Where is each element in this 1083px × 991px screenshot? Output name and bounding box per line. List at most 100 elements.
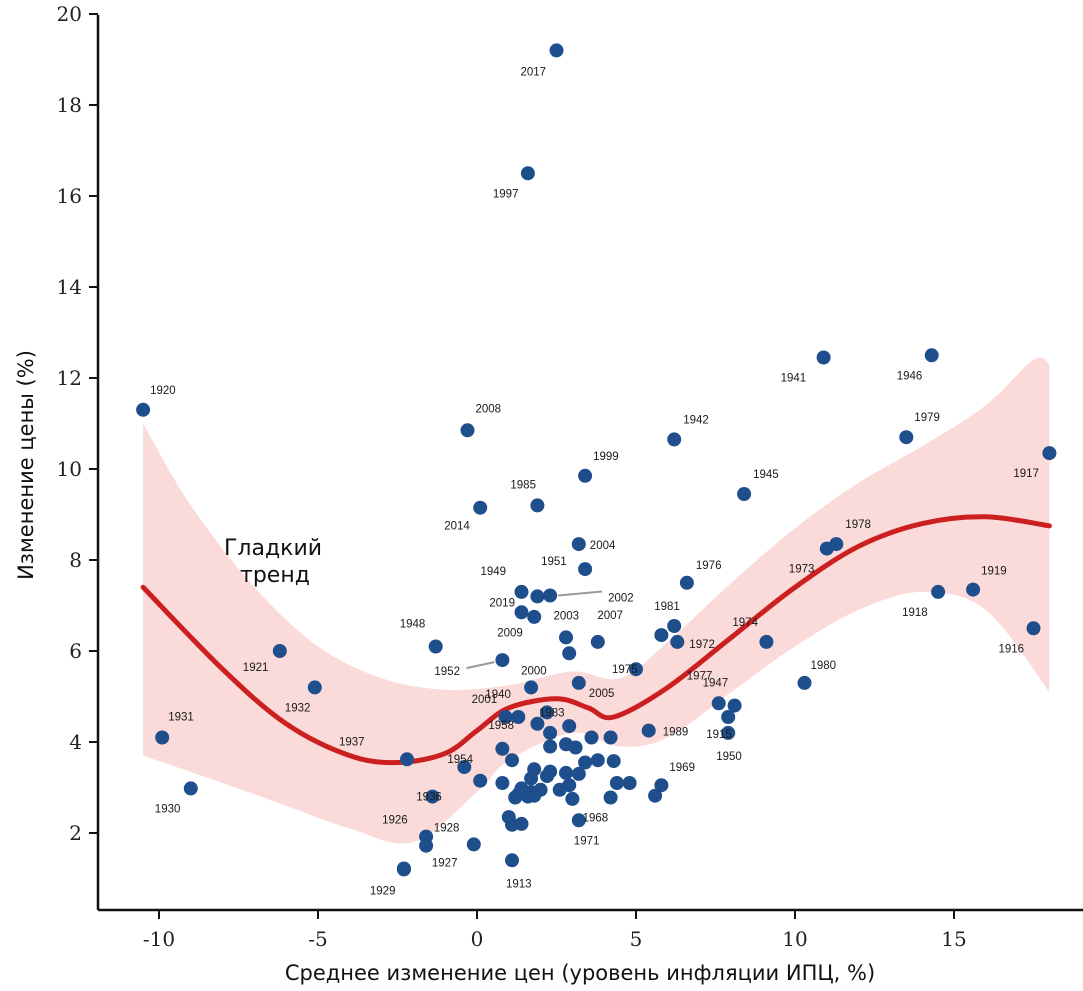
data-point-unlabeled-87 (508, 790, 523, 805)
data-point-1945 (737, 487, 752, 501)
point-label-1926: 1926 (382, 815, 408, 827)
axes-layer: 2 4 6 8 10 12 14 16 18 20 -10 -5 0 5 10 15 (57, 2, 1083, 951)
point-label-1973: 1973 (789, 564, 815, 576)
data-point-unlabeled-69 (540, 769, 554, 784)
data-point-1937 (400, 752, 414, 767)
point-label-2002: 2002 (608, 593, 634, 605)
point-label-1913: 1913 (506, 878, 532, 890)
data-point-unlabeled-51 (543, 725, 558, 740)
leader-line-1952 (466, 661, 495, 670)
point-label-2019: 2019 (489, 597, 515, 609)
point-label-1928: 1928 (434, 822, 460, 834)
data-point-1974 (759, 634, 774, 649)
x-tick-label-5: 5 (630, 927, 643, 951)
data-point-unlabeled-80 (552, 782, 567, 797)
point-label-1942: 1942 (683, 414, 709, 426)
point-label-1950: 1950 (716, 751, 742, 763)
point-label-1949: 1949 (481, 566, 507, 578)
data-point-1928 (466, 837, 481, 852)
point-labels-layer: 2017 1997 1941 1946 1920 2008 1942 1979 1917 1999… (150, 66, 1039, 897)
x-tick-label--5: -5 (308, 927, 327, 951)
x-tick-label-15: 15 (941, 927, 966, 951)
data-point-1942 (667, 432, 682, 447)
data-point-1950 (721, 725, 736, 740)
y-axis-title: Изменение цены (%) (14, 350, 38, 580)
point-label-1951: 1951 (541, 556, 567, 568)
data-point-1971 (571, 813, 586, 828)
point-label-1920: 1920 (150, 385, 176, 397)
data-point-1999 (578, 468, 593, 483)
point-label-1981: 1981 (654, 601, 680, 613)
data-point-unlabeled-56 (543, 739, 558, 754)
data-point-1913 (505, 853, 519, 868)
data-point-1915 (721, 710, 736, 724)
data-point-1929 (396, 862, 411, 877)
data-point-1921 (272, 644, 287, 658)
data-point-unlabeled-48 (562, 719, 577, 734)
point-label-1919: 1919 (981, 566, 1007, 578)
leader-line-2002 (558, 590, 603, 597)
data-point-unlabeled-61 (590, 753, 605, 768)
data-point-1932 (307, 680, 322, 695)
data-point-unlabeled-74 (622, 776, 637, 790)
point-label-1930: 1930 (155, 803, 181, 815)
point-label-1978: 1978 (845, 519, 871, 531)
data-point-1997 (520, 166, 535, 181)
data-point-unlabeled-52 (584, 730, 599, 745)
point-label-1932: 1932 (285, 702, 311, 714)
point-label-1917: 1917 (1013, 468, 1039, 480)
point-label-1937: 1937 (339, 736, 365, 748)
point-label-1972: 1972 (689, 639, 715, 651)
point-label-1983: 1983 (539, 707, 565, 719)
data-point-1931 (155, 730, 170, 745)
data-point-2017 (549, 43, 564, 58)
point-label-1971: 1971 (574, 835, 600, 847)
data-point-1968 (603, 790, 618, 805)
data-point-1989 (641, 723, 656, 738)
point-label-1936: 1936 (416, 792, 442, 804)
data-point-unlabeled-63 (578, 755, 593, 770)
point-label-1947: 1947 (703, 678, 729, 690)
point-label-1916: 1916 (999, 643, 1025, 655)
data-point-2004 (571, 537, 586, 552)
data-point-1975 (629, 662, 643, 677)
data-point-1980 (797, 675, 812, 690)
y-tick-label-14: 14 (57, 275, 82, 299)
data-point-1940 (511, 710, 526, 724)
point-label-1999: 1999 (593, 451, 619, 463)
data-point-1981 (667, 619, 682, 633)
point-label-1918: 1918 (902, 607, 928, 619)
point-label-1974: 1974 (732, 617, 758, 629)
y-tick-label-20: 20 (57, 2, 82, 26)
confidence-band-layer (143, 357, 1050, 844)
point-label-1997: 1997 (493, 188, 519, 200)
point-label-1969: 1969 (669, 762, 695, 774)
x-tick-label-10: 10 (782, 927, 807, 951)
data-point-unlabeled-93 (505, 817, 519, 832)
data-point-unlabeled-68 (571, 766, 586, 781)
data-point-1918 (931, 584, 946, 599)
data-point-2009 (562, 646, 577, 661)
data-point-1930 (183, 781, 198, 796)
data-point-1948 (428, 639, 443, 654)
point-label-1980: 1980 (811, 660, 837, 672)
data-point-1919 (966, 582, 981, 597)
point-label-2000: 2000 (521, 665, 547, 677)
point-label-2014: 2014 (444, 521, 470, 533)
data-point-2008 (460, 423, 475, 438)
data-point-unlabeled-67 (559, 765, 573, 780)
point-label-2003: 2003 (554, 610, 580, 622)
point-label-2007: 2007 (597, 610, 623, 622)
data-point-1976 (679, 575, 694, 590)
data-point-2001 (498, 710, 513, 724)
data-point-unlabeled-70 (524, 771, 539, 786)
data-point-2019 (530, 589, 545, 604)
point-label-1927: 1927 (432, 858, 458, 870)
y-tick-label-12: 12 (57, 366, 82, 390)
data-point-unlabeled-84 (648, 788, 663, 803)
data-point-unlabeled-73 (609, 776, 624, 790)
data-point-2002 (543, 588, 558, 603)
data-point-unlabeled-57 (568, 740, 583, 755)
point-label-2009: 2009 (497, 627, 523, 639)
data-point-unlabeled-72 (495, 776, 510, 790)
